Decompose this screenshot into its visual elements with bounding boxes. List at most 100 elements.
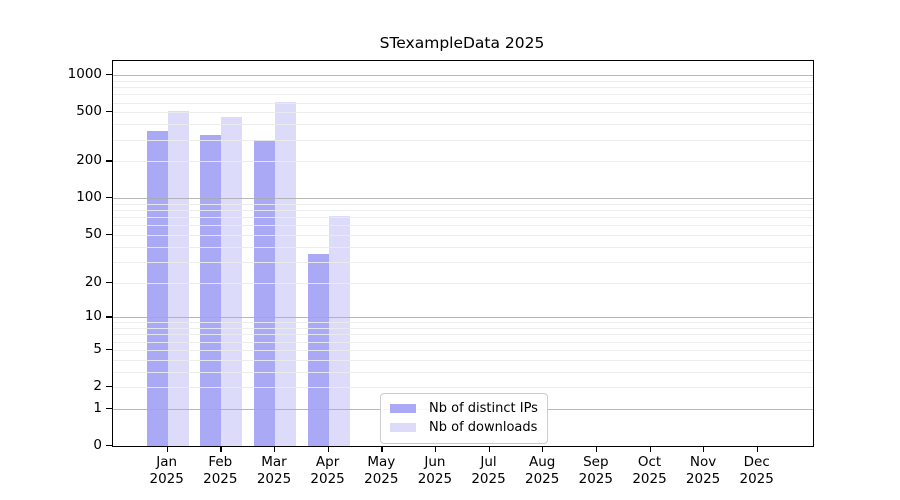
y-tick — [106, 386, 112, 388]
y-tick-label: 0 — [93, 437, 102, 453]
x-tick-month: Dec — [743, 454, 770, 470]
y-tick-label: 2 — [93, 378, 102, 394]
gridline-minor — [113, 161, 813, 163]
x-tick-month: Aug — [529, 454, 556, 470]
y-tick-label: 200 — [76, 152, 102, 169]
x-tick-label: Dec 2025 — [725, 454, 789, 488]
y-tick — [106, 197, 112, 199]
x-tick — [703, 446, 705, 452]
gridline-minor — [113, 80, 813, 82]
x-tick-label: May 2025 — [349, 454, 413, 488]
gridline-major — [113, 198, 813, 200]
y-tick-label: 10 — [84, 308, 102, 325]
x-tick-month: Oct — [637, 454, 662, 470]
x-tick-year: 2025 — [364, 471, 399, 487]
y-tick-label: 5 — [93, 340, 102, 357]
x-tick-month: Feb — [208, 454, 233, 470]
y-tick — [106, 348, 112, 351]
gridline-minor — [113, 210, 813, 212]
x-tick-year: 2025 — [310, 471, 345, 487]
grid-layer — [113, 61, 813, 446]
gridline-minor — [113, 328, 813, 329]
x-tick — [649, 446, 651, 452]
x-tick-year: 2025 — [417, 471, 453, 487]
x-tick — [595, 446, 598, 452]
gridline-minor — [113, 334, 813, 336]
gridline-minor — [113, 94, 813, 96]
y-tick — [106, 407, 112, 410]
gridline-minor — [113, 359, 813, 361]
legend-label-distinct-ips: Nb of distinct IPs — [429, 401, 538, 416]
x-tick-month: Jun — [424, 454, 446, 470]
x-tick-label: Jan 2025 — [135, 454, 199, 488]
x-tick-year: 2025 — [578, 471, 613, 487]
bar-downloads-jan — [167, 111, 189, 446]
gridline-minor — [113, 225, 813, 227]
x-tick-label: Mar 2025 — [242, 454, 306, 488]
x-tick-label: Jun 2025 — [403, 454, 467, 488]
plot-area: Nb of distinct IPs Nb of downloads — [112, 60, 814, 447]
gridline-minor — [113, 341, 813, 343]
gridline-major — [113, 75, 813, 77]
x-tick-year: 2025 — [525, 471, 560, 487]
x-tick-year: 2025 — [256, 471, 292, 487]
legend-label-downloads: Nb of downloads — [429, 420, 538, 435]
gridline-minor — [113, 139, 813, 141]
x-tick-year: 2025 — [739, 471, 774, 487]
gridline-minor — [113, 217, 813, 219]
gridline-minor — [113, 246, 813, 248]
y-tick-label: 100 — [76, 189, 102, 206]
gridline-minor — [113, 87, 813, 88]
x-tick — [166, 446, 168, 452]
bar-downloads-apr — [328, 216, 350, 446]
x-tick — [381, 446, 383, 452]
x-tick — [220, 446, 222, 452]
x-tick-label: Sep 2025 — [564, 454, 628, 488]
y-tick — [106, 445, 112, 447]
y-tick-label: 50 — [84, 225, 102, 242]
x-tick-label: Aug 2025 — [510, 454, 574, 488]
legend-swatch-downloads — [390, 423, 416, 432]
gridline-minor — [113, 387, 813, 388]
x-tick-month: Apr — [315, 454, 340, 470]
y-tick — [106, 160, 112, 162]
y-tick-label: 1000 — [67, 66, 102, 83]
x-tick — [756, 446, 758, 452]
legend: Nb of distinct IPs Nb of downloads — [380, 393, 548, 444]
x-tick-year: 2025 — [685, 471, 721, 487]
x-tick-month: Jul — [480, 454, 497, 470]
bar-distinct-ips-mar — [254, 140, 275, 446]
x-tick — [434, 446, 437, 452]
y-tick-label: 1 — [93, 399, 102, 416]
bar-distinct-ips-apr — [307, 253, 329, 446]
x-tick-year: 2025 — [149, 471, 184, 487]
gridline-minor — [113, 102, 813, 104]
y-tick — [106, 111, 112, 113]
bar-distinct-ips-jan — [146, 131, 168, 446]
x-tick — [542, 446, 544, 452]
x-tick-month: Jan — [156, 454, 178, 470]
x-tick-month: Mar — [261, 454, 287, 470]
x-tick-year: 2025 — [203, 471, 238, 487]
gridline-minor — [113, 349, 813, 351]
y-tick — [106, 74, 112, 76]
y-tick-label: 20 — [84, 273, 102, 290]
legend-item-downloads: Nb of downloads — [390, 418, 538, 437]
x-tick — [488, 446, 490, 452]
legend-item-distinct-ips: Nb of distinct IPs — [390, 399, 538, 418]
gridline-minor — [113, 112, 813, 114]
x-tick — [327, 446, 329, 452]
x-tick-label: Nov 2025 — [671, 454, 735, 488]
gridline-minor — [113, 234, 813, 236]
y-tick — [106, 316, 112, 318]
legend-swatch-distinct-ips — [390, 404, 416, 413]
x-tick-month: Nov — [689, 454, 717, 470]
gridline-minor — [113, 261, 813, 263]
gridline-minor — [113, 203, 813, 205]
x-tick-label: Oct 2025 — [618, 454, 682, 488]
gridline-minor — [113, 282, 813, 284]
y-tick — [106, 281, 112, 283]
gridline-minor — [113, 371, 813, 373]
x-tick-label: Jul 2025 — [457, 454, 521, 488]
